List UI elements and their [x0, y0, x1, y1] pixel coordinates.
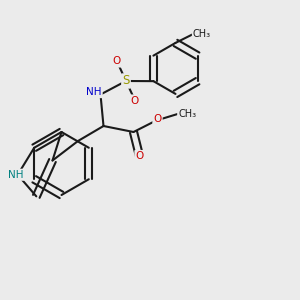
Text: NH: NH — [8, 170, 24, 180]
Text: S: S — [122, 74, 130, 88]
Text: O: O — [135, 151, 144, 161]
Text: CH₃: CH₃ — [193, 29, 211, 39]
Text: O: O — [113, 56, 121, 67]
Text: O: O — [153, 114, 162, 124]
Text: CH₃: CH₃ — [178, 109, 196, 119]
Text: O: O — [131, 95, 139, 106]
Text: NH: NH — [86, 87, 102, 97]
